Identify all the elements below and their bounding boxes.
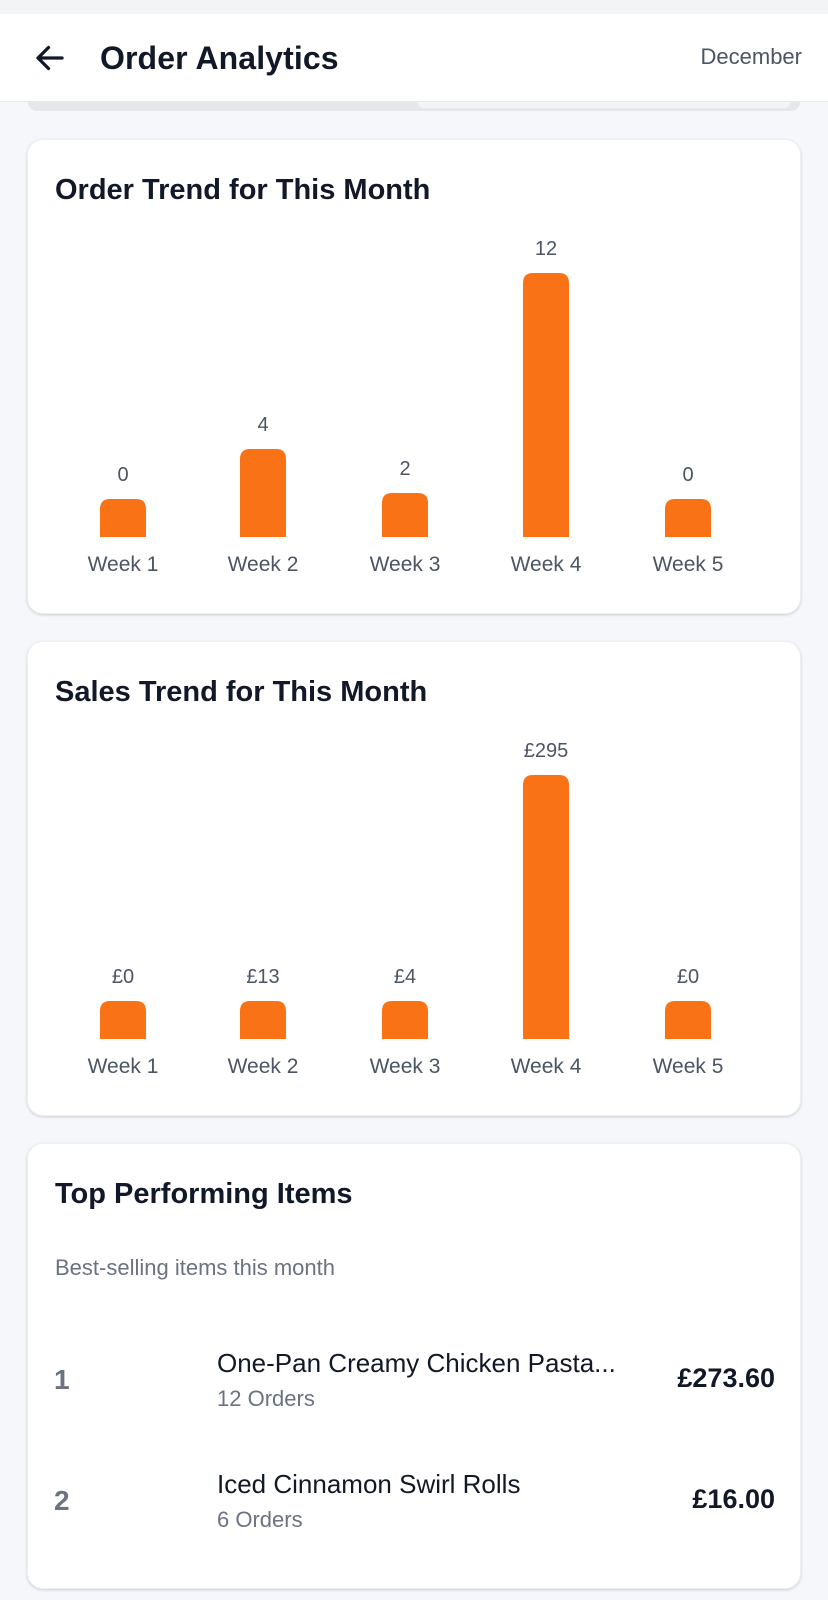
order-trend-card: Order Trend for This Month 0 Week 1 4 Week … bbox=[27, 139, 801, 614]
sales-trend-card: Sales Trend for This Month £0 Week 1 £13 We… bbox=[27, 641, 801, 1116]
order-trend-value-label: 0 bbox=[682, 464, 693, 486]
arrow-left-icon bbox=[36, 45, 64, 71]
order-trend-bar[interactable] bbox=[100, 499, 146, 537]
back-button[interactable] bbox=[26, 34, 74, 82]
sales-trend-category-label: Week 2 bbox=[228, 1055, 299, 1078]
sales-trend-bar[interactable] bbox=[665, 1001, 711, 1039]
top-items-card: Top Performing Items Best-selling items … bbox=[27, 1143, 801, 1589]
order-trend-bar[interactable] bbox=[382, 493, 428, 537]
item-orders: 6 Orders bbox=[217, 1507, 303, 1532]
month-selector[interactable]: December bbox=[700, 44, 802, 69]
top-items-subtitle: Best-selling items this month bbox=[55, 1255, 335, 1280]
order-trend-value-label: 4 bbox=[257, 414, 268, 436]
item-name: One-Pan Creamy Chicken Pasta... bbox=[217, 1348, 616, 1378]
order-trend-category-label: Week 2 bbox=[228, 553, 299, 576]
order-trend-chart: 0 Week 1 4 Week 2 2 Week 3 12 Week 4 0 Week 5 bbox=[88, 238, 724, 576]
status-strip bbox=[0, 0, 828, 14]
order-trend-category-label: Week 3 bbox=[370, 553, 441, 576]
sales-trend-value-label: £0 bbox=[112, 966, 134, 988]
sales-trend-category-label: Week 1 bbox=[88, 1055, 159, 1078]
sales-trend-value-label: £13 bbox=[246, 966, 279, 988]
top-item-row[interactable]: 1 One-Pan Creamy Chicken Pasta... 12 Ord… bbox=[28, 1348, 802, 1448]
top-items-title: Top Performing Items bbox=[55, 1178, 353, 1210]
order-trend-category-label: Week 4 bbox=[511, 553, 582, 576]
sales-trend-category-label: Week 5 bbox=[653, 1055, 724, 1078]
previous-card-edge-segment bbox=[418, 102, 790, 108]
order-trend-category-label: Week 1 bbox=[88, 553, 159, 576]
order-trend-value-label: 12 bbox=[535, 238, 557, 260]
order-trend-bar[interactable] bbox=[523, 273, 569, 537]
order-trend-bar[interactable] bbox=[240, 449, 286, 537]
order-trend-value-label: 2 bbox=[399, 458, 410, 480]
sales-trend-chart: £0 Week 1 £13 Week 2 £4 Week 3 £295 Week 4 £0 Wee… bbox=[88, 740, 724, 1078]
item-rank: 2 bbox=[54, 1485, 70, 1516]
item-rank: 1 bbox=[54, 1364, 70, 1395]
order-trend-title: Order Trend for This Month bbox=[55, 174, 431, 206]
item-name: Iced Cinnamon Swirl Rolls bbox=[217, 1469, 521, 1499]
sales-trend-value-label: £295 bbox=[524, 740, 569, 762]
sales-trend-category-label: Week 4 bbox=[511, 1055, 582, 1078]
previous-card-edge bbox=[28, 102, 800, 111]
item-amount: £273.60 bbox=[677, 1363, 775, 1393]
top-item-row[interactable]: 2 Iced Cinnamon Swirl Rolls 6 Orders £16… bbox=[28, 1469, 802, 1569]
item-orders: 12 Orders bbox=[217, 1386, 315, 1411]
order-trend-bar[interactable] bbox=[665, 499, 711, 537]
sales-trend-value-label: £4 bbox=[394, 966, 416, 988]
sales-trend-bar[interactable] bbox=[240, 1001, 286, 1039]
sales-trend-bar[interactable] bbox=[523, 775, 569, 1039]
sales-trend-bar[interactable] bbox=[100, 1001, 146, 1039]
item-amount: £16.00 bbox=[692, 1484, 775, 1514]
order-trend-value-label: 0 bbox=[117, 464, 128, 486]
sales-trend-bar[interactable] bbox=[382, 1001, 428, 1039]
order-trend-category-label: Week 5 bbox=[653, 553, 724, 576]
page-title: Order Analytics bbox=[100, 40, 339, 76]
sales-trend-category-label: Week 3 bbox=[370, 1055, 441, 1078]
sales-trend-value-label: £0 bbox=[677, 966, 699, 988]
app-bar: Order Analytics December bbox=[0, 14, 828, 102]
sales-trend-title: Sales Trend for This Month bbox=[55, 676, 428, 708]
